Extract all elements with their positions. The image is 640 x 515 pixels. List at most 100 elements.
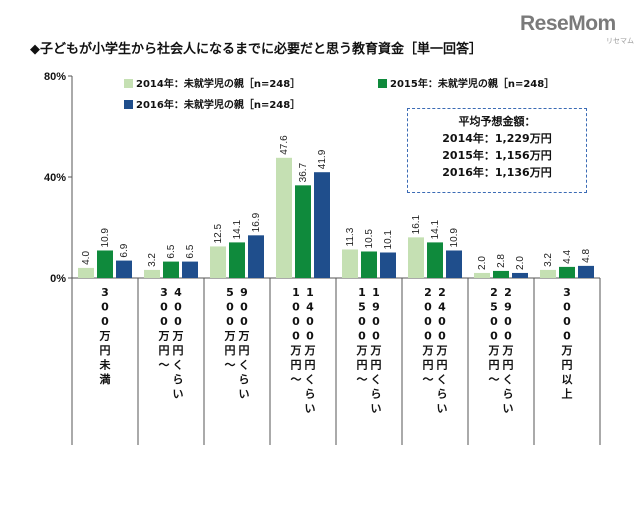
- category-label-char: 円: [503, 359, 514, 372]
- bar-2016: [314, 172, 330, 278]
- category-label-char: 円: [100, 344, 111, 357]
- category-label-char: く: [437, 373, 448, 386]
- category-label-char: 0: [101, 301, 109, 314]
- category-label-char: 円: [239, 344, 250, 357]
- bar-2015: [559, 266, 575, 278]
- category-label-char: 0: [160, 315, 168, 328]
- category-label-char: ～: [225, 359, 236, 372]
- data-label-2014: 12.5: [213, 224, 224, 244]
- category-label-char: ～: [291, 373, 302, 386]
- data-label-2015: 10.9: [100, 228, 111, 248]
- data-label-2015: 14.1: [430, 219, 441, 239]
- category-label-char: 0: [292, 330, 300, 343]
- category-label-char: 3: [101, 286, 109, 299]
- category-label-char: 0: [292, 301, 300, 314]
- bar-2015: [427, 242, 443, 278]
- category-label-char: ら: [305, 388, 316, 401]
- category-label-char: く: [503, 373, 514, 386]
- data-label-2014: 4.0: [81, 251, 92, 265]
- category-label-char: 0: [504, 330, 512, 343]
- data-label-2014: 11.3: [345, 227, 356, 246]
- category-label-char: 円: [305, 359, 316, 372]
- category-label-char: 万: [561, 344, 573, 357]
- data-label-2014: 3.2: [147, 253, 158, 267]
- category-label-char: ～: [489, 373, 500, 386]
- category-label-char: 満: [100, 372, 111, 386]
- average-heading: 平均予想金額：: [458, 115, 536, 128]
- category-label-char: 3: [160, 286, 168, 299]
- y-tick-label: 0%: [50, 273, 66, 285]
- category-label-char: い: [503, 402, 514, 415]
- category-label-char: ら: [503, 388, 514, 401]
- category-label-char: 万: [356, 344, 368, 357]
- category-label-char: 0: [504, 315, 512, 328]
- data-label-2014: 47.6: [279, 135, 290, 155]
- category-label-char: 0: [490, 330, 498, 343]
- data-label-2016: 2.0: [515, 256, 526, 270]
- category-label-char: 0: [292, 315, 300, 328]
- category-label-char: 円: [489, 359, 500, 372]
- data-label-2016: 6.9: [119, 243, 130, 257]
- bar-2016: [182, 261, 198, 278]
- resemom-logo: ReseMom リセマム: [520, 4, 634, 48]
- category-label-char: 万: [224, 330, 236, 343]
- category-label-char: 2: [490, 286, 498, 299]
- category-label-char: 0: [358, 315, 366, 328]
- average-line-2014: 2014年：1,229万円: [442, 132, 552, 145]
- bar-2014: [540, 269, 556, 278]
- category-label-char: く: [173, 359, 184, 372]
- category-label-char: 万: [488, 344, 500, 357]
- average-line-2016: 2016年：1,136万円: [442, 166, 552, 179]
- bar-2014: [210, 246, 226, 278]
- category-label-char: 0: [240, 301, 248, 314]
- category-label-char: 以: [562, 373, 573, 386]
- bar-2016: [512, 272, 528, 278]
- category-label-char: 万: [502, 344, 514, 357]
- category-label-char: く: [371, 373, 382, 386]
- category-label-char: 0: [226, 315, 234, 328]
- category-label-char: 0: [306, 315, 314, 328]
- category-label-char: 5: [490, 301, 498, 314]
- category-label-char: い: [239, 388, 250, 401]
- category-label-char: い: [173, 388, 184, 401]
- bar-2015: [361, 251, 377, 278]
- category-label-char: ～: [423, 373, 434, 386]
- data-label-2015: 14.1: [232, 219, 243, 239]
- category-label-char: 0: [438, 330, 446, 343]
- category-label-char: 万: [172, 330, 184, 343]
- category-label-char: 0: [563, 315, 571, 328]
- category-label-char: 0: [372, 330, 380, 343]
- data-label-2016: 16.9: [251, 212, 262, 232]
- category-label-char: 5: [358, 301, 366, 314]
- legend-label-2015: 2015年：未就学児の親［n=248］: [390, 77, 554, 90]
- category-label-char: 1: [372, 286, 380, 299]
- y-tick-label: 40%: [44, 172, 66, 184]
- data-label-2014: 16.1: [411, 214, 422, 234]
- average-amount-box: 平均予想金額： 2014年：1,229万円 2015年：1,156万円 2016…: [407, 108, 587, 193]
- bar-2015: [493, 270, 509, 278]
- bar-2014: [78, 267, 94, 278]
- bar-2015: [97, 250, 113, 278]
- category-label-char: 4: [306, 301, 314, 314]
- data-label-2016: 10.1: [383, 230, 394, 250]
- category-label-char: 2: [504, 286, 512, 299]
- bar-2014: [276, 157, 292, 278]
- category-label-char: ら: [371, 388, 382, 401]
- bar-2014: [342, 249, 358, 278]
- category-label-char: く: [305, 373, 316, 386]
- logo-text: ReseMom: [520, 12, 616, 35]
- category-label-char: 0: [240, 315, 248, 328]
- average-line-2015: 2015年：1,156万円: [442, 149, 552, 162]
- category-label-char: 0: [226, 301, 234, 314]
- category-label-char: 0: [438, 315, 446, 328]
- category-label-char: い: [437, 402, 448, 415]
- category-label-char: 9: [240, 286, 248, 299]
- data-label-2014: 2.0: [477, 256, 488, 270]
- category-label-char: 0: [424, 301, 432, 314]
- data-label-2015: 10.5: [364, 229, 375, 249]
- chart-title: ◆子どもが小学生から社会人になるまでに必要だと思う教育資金［単一回答］: [30, 42, 482, 57]
- data-label-2015: 36.7: [298, 162, 309, 182]
- legend-label-2014: 2014年：未就学児の親［n=248］: [136, 77, 300, 90]
- data-label-2015: 4.4: [562, 250, 573, 264]
- category-label-char: ～: [357, 373, 368, 386]
